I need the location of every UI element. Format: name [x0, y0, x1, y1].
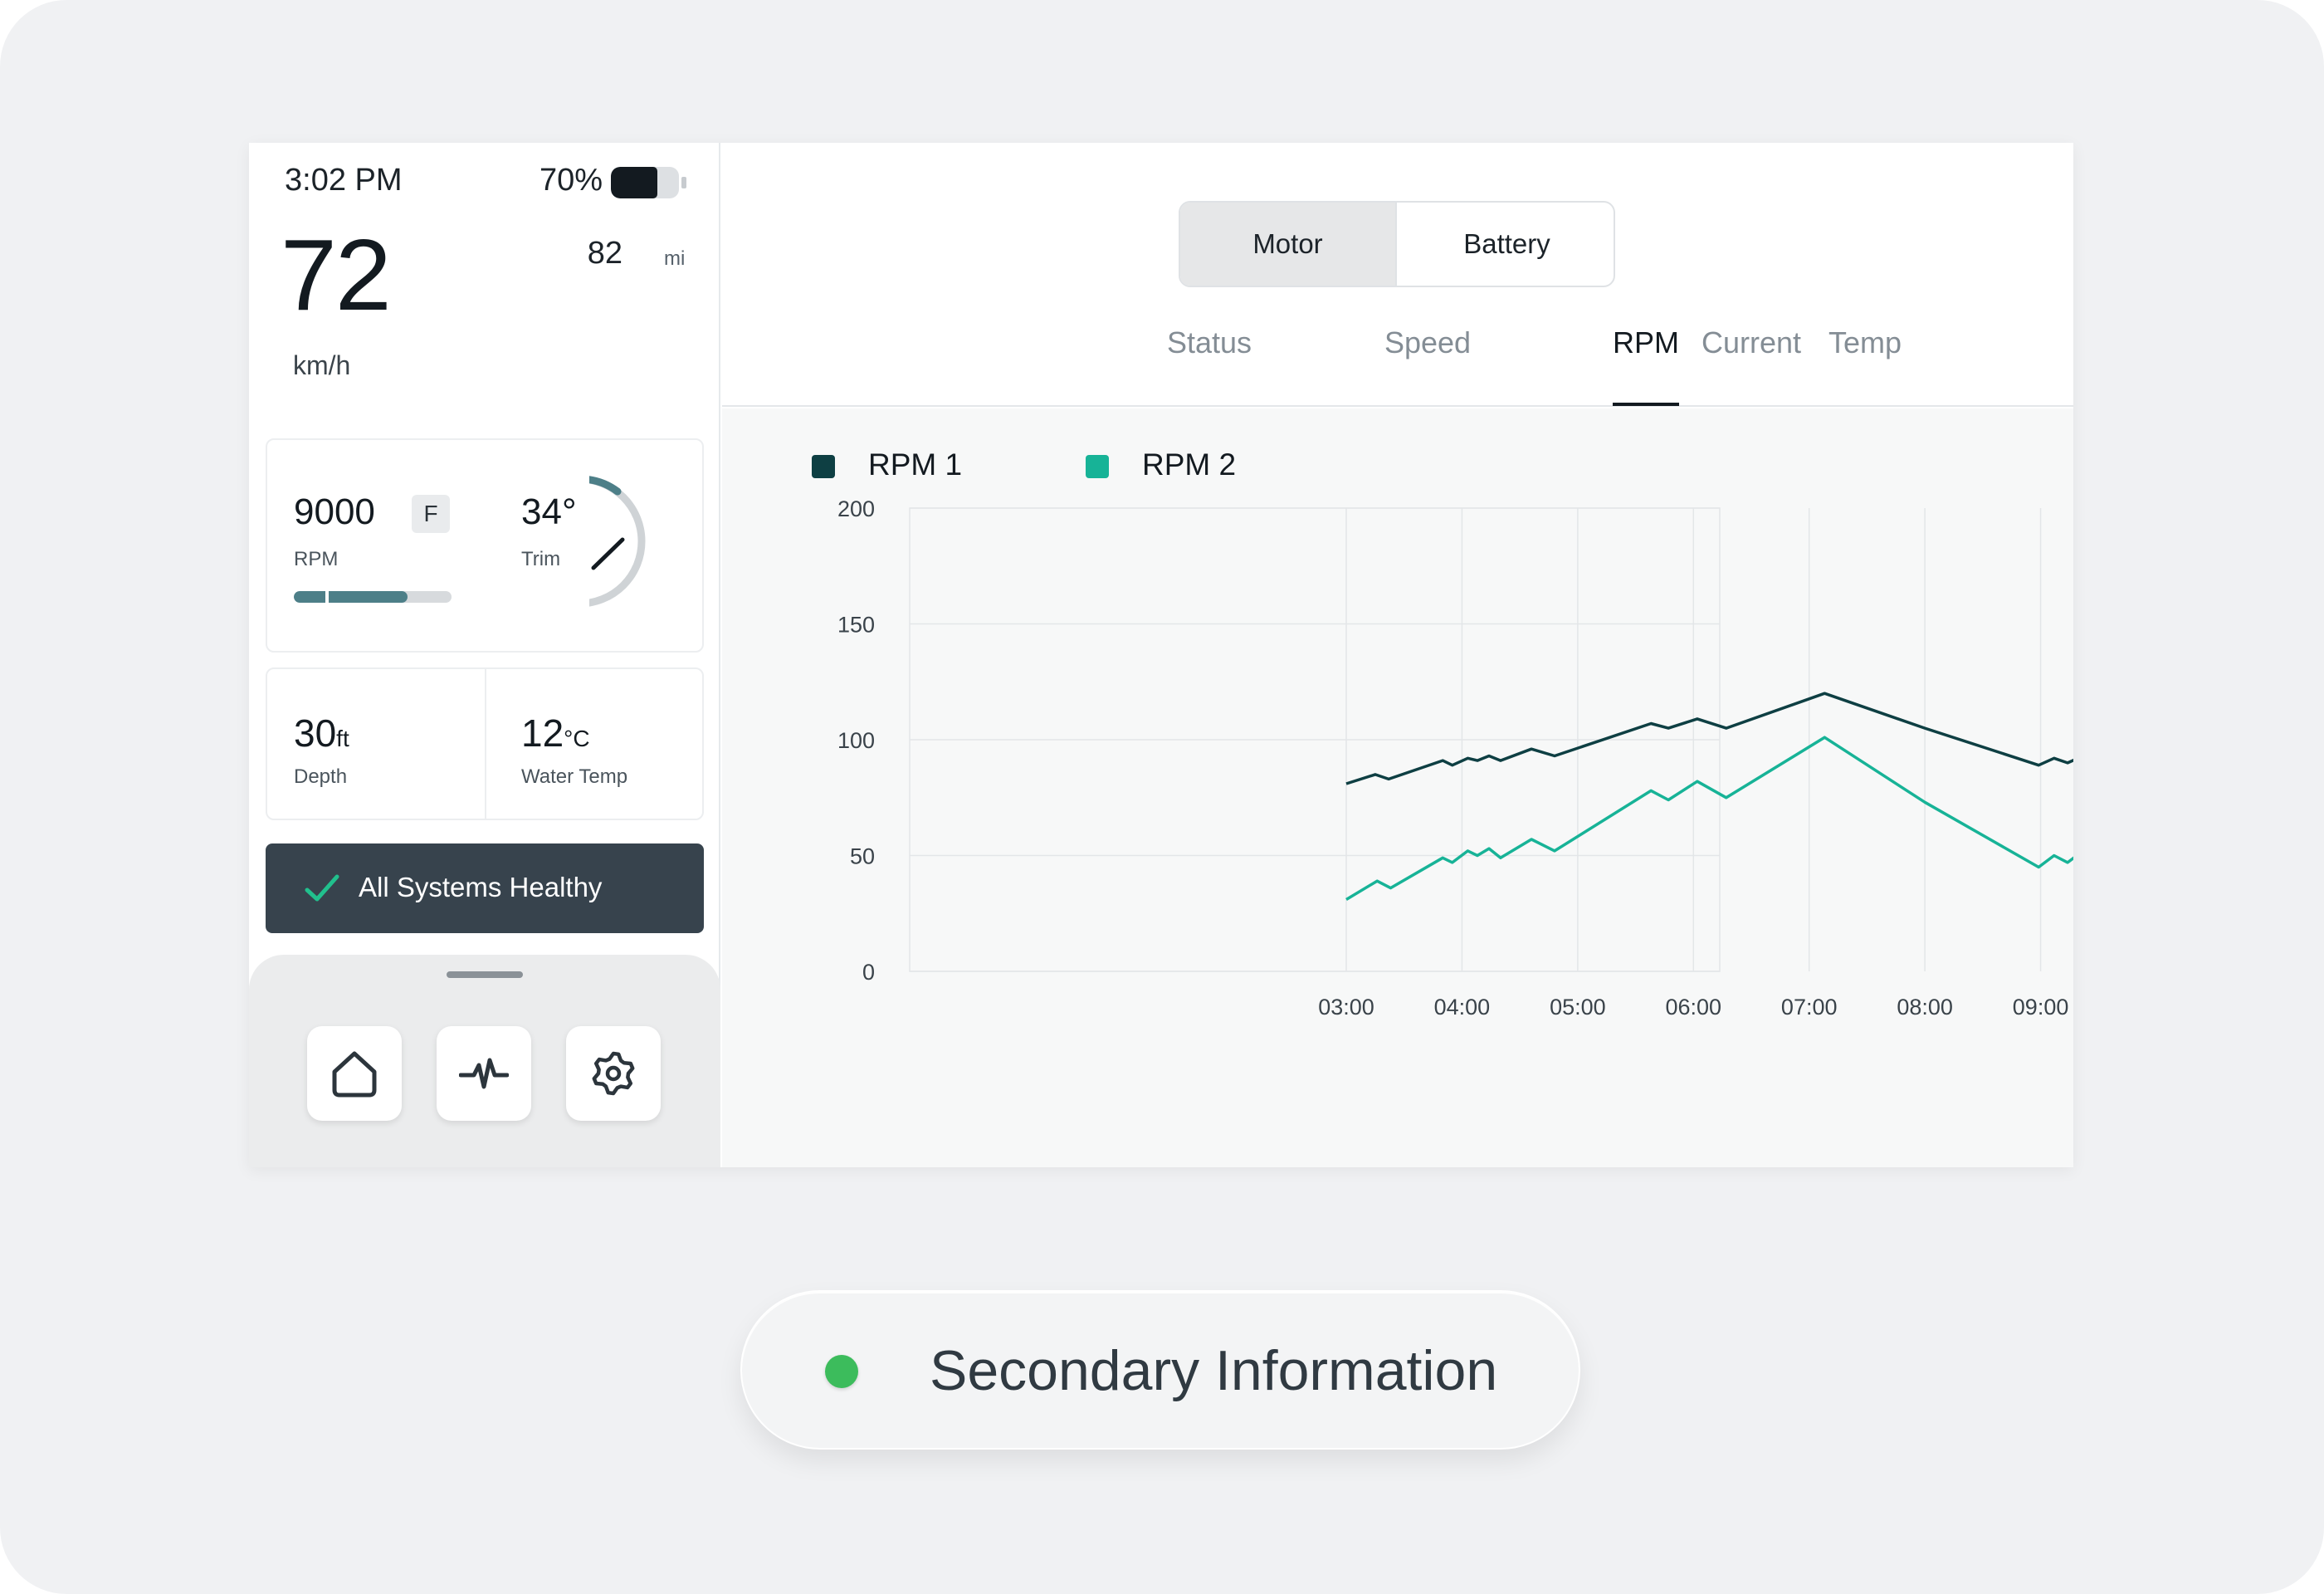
x-tick-label: 09:00 [2013, 995, 2069, 1019]
rpm-chart: 0 50 100 150 200 03:00 04:00 05:00 06:00 07:00 08:… [812, 447, 2073, 1019]
active-tab-indicator [1613, 403, 1679, 406]
tab-temp[interactable]: Temp [1828, 325, 1902, 359]
range-unit: mi [664, 247, 686, 270]
y-tick-label: 150 [837, 613, 875, 638]
settings-button[interactable] [566, 1026, 661, 1121]
left-panel: 3:02 PM 70% 72 km/h 82 mi 9000 F RPM 34°… [249, 143, 720, 1167]
y-tick-label: 200 [837, 496, 875, 521]
series-line-2 [1345, 736, 2073, 902]
clock: 3:02 PM [285, 163, 403, 198]
chart-area: 0 50 100 150 200 03:00 04:00 05:00 06:00 07:00 08:… [722, 408, 2073, 1167]
tab-rpm[interactable]: RPM [1613, 325, 1679, 359]
bottom-dock [249, 955, 720, 1167]
y-tick-label: 50 [850, 844, 875, 869]
rpm-value: 9000 [294, 491, 375, 532]
status-dot [825, 1355, 858, 1388]
tab-status[interactable]: Status [1166, 325, 1252, 359]
legend-swatch-2 [1086, 455, 1109, 478]
speed-value: 72 [281, 218, 392, 331]
x-tick-label: 08:00 [1897, 995, 1953, 1019]
segment-motor[interactable]: Motor [1180, 203, 1397, 286]
x-tick-label: 07:00 [1781, 995, 1838, 1019]
trim-label: Trim [521, 548, 561, 570]
tab-current[interactable]: Current [1701, 325, 1802, 359]
dock-handle[interactable] [447, 971, 523, 978]
depth-value: 30ft [294, 711, 349, 755]
x-tick-label: 04:00 [1434, 995, 1491, 1019]
battery-percent: 70% [540, 163, 603, 198]
activity-button[interactable] [437, 1026, 531, 1121]
segment-battery[interactable]: Battery [1463, 228, 1550, 259]
depth-unit: ft [336, 726, 349, 751]
right-panel: Motor Battery Status Speed RPM Temp Curr… [722, 143, 2073, 1167]
legend-label-2: RPM 2 [1142, 447, 1236, 482]
legend-label-1: RPM 1 [868, 447, 962, 482]
rpm-trim-card: 9000 F RPM 34° Trim [266, 438, 704, 653]
legend-swatch-1 [812, 455, 835, 478]
metric-tabs: Status Speed RPM Temp Current [722, 325, 2073, 407]
caption-pill: Secondary Information [740, 1290, 1580, 1450]
series-line-1 [1345, 692, 2073, 785]
gear-badge: F [412, 495, 450, 533]
water-temp-unit: °C [564, 726, 590, 751]
x-tick-label: 03:00 [1318, 995, 1374, 1019]
dashboard-screen: 3:02 PM 70% 72 km/h 82 mi 9000 F RPM 34°… [249, 143, 2073, 1167]
pulse-icon [459, 1058, 509, 1089]
caption-text: Secondary Information [930, 1339, 1498, 1402]
rpm-progress-bar [294, 591, 452, 603]
x-tick-label: 05:00 [1550, 995, 1606, 1019]
home-icon [332, 1051, 377, 1098]
y-tick-label: 0 [862, 960, 875, 985]
rpm-label: RPM [294, 548, 339, 570]
water-temp-label: Water Temp [521, 765, 628, 788]
depth-temp-card: 30ft Depth 12°C Water Temp [266, 667, 704, 820]
trim-gauge [589, 476, 646, 607]
health-status-text: All Systems Healthy [359, 872, 603, 902]
x-tick-label: 06:00 [1665, 995, 1721, 1019]
source-segmented-control: Motor Battery [1179, 201, 1615, 287]
speed-unit: km/h [293, 350, 351, 380]
depth-label: Depth [294, 765, 348, 788]
home-button[interactable] [307, 1026, 402, 1121]
battery-icon [611, 167, 687, 198]
gear-icon [592, 1051, 635, 1096]
y-tick-label: 100 [837, 728, 875, 753]
range-value: 82 [587, 236, 622, 271]
health-banner[interactable]: All Systems Healthy [266, 843, 704, 933]
trim-value: 34° [521, 491, 577, 532]
check-icon [305, 874, 339, 902]
tab-speed[interactable]: Speed [1384, 325, 1472, 359]
water-temp-value: 12°C [521, 711, 590, 755]
